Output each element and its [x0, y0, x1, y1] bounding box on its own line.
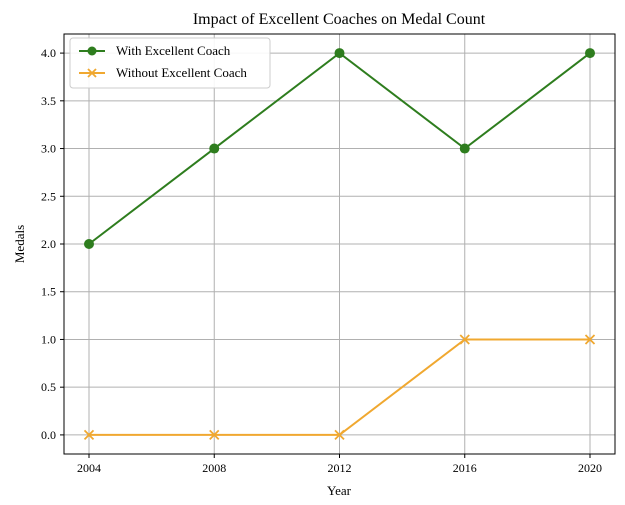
x-tick-label: 2008 — [202, 461, 226, 475]
series-without-coach — [83, 334, 596, 441]
x-tick-label: 2016 — [453, 461, 477, 475]
y-tick-label: 1.5 — [41, 285, 56, 299]
data-point — [209, 429, 220, 441]
legend-item-without-coach: Without Excellent Coach — [79, 65, 247, 80]
series-layer — [83, 48, 596, 441]
data-point — [83, 429, 95, 441]
y-tick-label: 0.0 — [41, 428, 56, 442]
x-tick-label: 2004 — [77, 461, 101, 475]
y-tick-label: 0.5 — [41, 380, 56, 394]
data-point — [84, 239, 94, 249]
y-tick-label: 1.0 — [41, 332, 56, 346]
series-with-coach — [84, 48, 595, 249]
data-point — [334, 48, 345, 59]
x-axis: 2004 2008 2012 2016 2020 — [77, 454, 602, 475]
y-tick-label: 4.0 — [41, 46, 56, 60]
chart-title: Impact of Excellent Coaches on Medal Cou… — [193, 11, 486, 28]
x-tick-label: 2020 — [578, 461, 602, 475]
data-point — [585, 48, 595, 59]
legend-label-without-coach: Without Excellent Coach — [116, 65, 247, 80]
y-axis: 0.0 0.5 1.0 1.5 2.0 2.5 3.0 3.5 4.0 — [41, 46, 64, 442]
legend-item-with-coach: With Excellent Coach — [79, 43, 231, 58]
legend-label-with-coach: With Excellent Coach — [116, 43, 231, 58]
y-tick-label: 3.0 — [41, 142, 56, 156]
legend: With Excellent Coach Without Excellent C… — [69, 37, 271, 89]
legend-marker-without-coach — [87, 68, 97, 78]
y-axis-label: Medals — [12, 225, 27, 263]
data-point — [209, 143, 220, 154]
x-tick-label: 2012 — [328, 461, 352, 475]
y-tick-label: 3.5 — [41, 94, 56, 108]
legend-box — [69, 37, 271, 89]
legend-marker-with-coach — [87, 46, 97, 56]
data-point — [459, 143, 470, 154]
data-point — [584, 334, 596, 345]
data-point — [334, 429, 345, 441]
data-point — [459, 334, 470, 345]
y-tick-label: 2.0 — [41, 237, 56, 251]
y-tick-label: 2.5 — [41, 189, 56, 203]
x-axis-label: Year — [327, 483, 352, 498]
